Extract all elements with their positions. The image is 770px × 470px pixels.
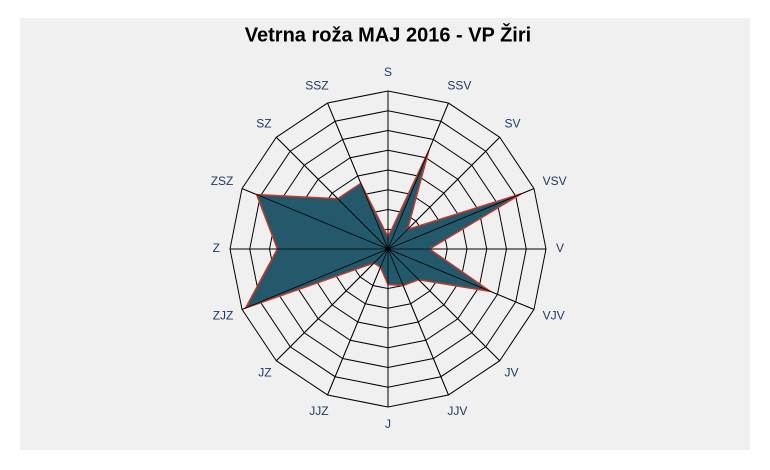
category-label: V	[556, 241, 564, 255]
category-label: JV	[504, 366, 518, 380]
category-label: SZ	[256, 117, 271, 131]
category-label: JZ	[258, 366, 271, 380]
spoke	[387, 248, 449, 396]
spoke	[327, 248, 389, 396]
spoke	[387, 248, 501, 362]
category-label: ZSZ	[211, 174, 234, 188]
spoke	[241, 188, 389, 250]
spoke	[275, 136, 389, 250]
category-label: SSZ	[305, 79, 328, 93]
spoke	[387, 248, 535, 310]
category-label: VJV	[543, 309, 565, 323]
spoke	[241, 248, 389, 310]
category-label: JJZ	[309, 404, 328, 418]
spoke	[275, 248, 389, 362]
spoke	[327, 102, 389, 250]
category-label: Z	[213, 241, 220, 255]
category-label: S	[384, 65, 392, 79]
spoke	[387, 102, 449, 250]
category-label: SSV	[447, 79, 471, 93]
spoke	[387, 188, 535, 250]
category-label: J	[385, 417, 391, 431]
spoke	[387, 136, 501, 250]
chart-title: Vetrna roža MAJ 2016 - VP Žiri	[245, 22, 531, 46]
category-label: ZJZ	[213, 309, 234, 323]
category-label: JJV	[447, 404, 467, 418]
category-label: VSV	[543, 174, 567, 188]
category-label: SV	[504, 117, 520, 131]
